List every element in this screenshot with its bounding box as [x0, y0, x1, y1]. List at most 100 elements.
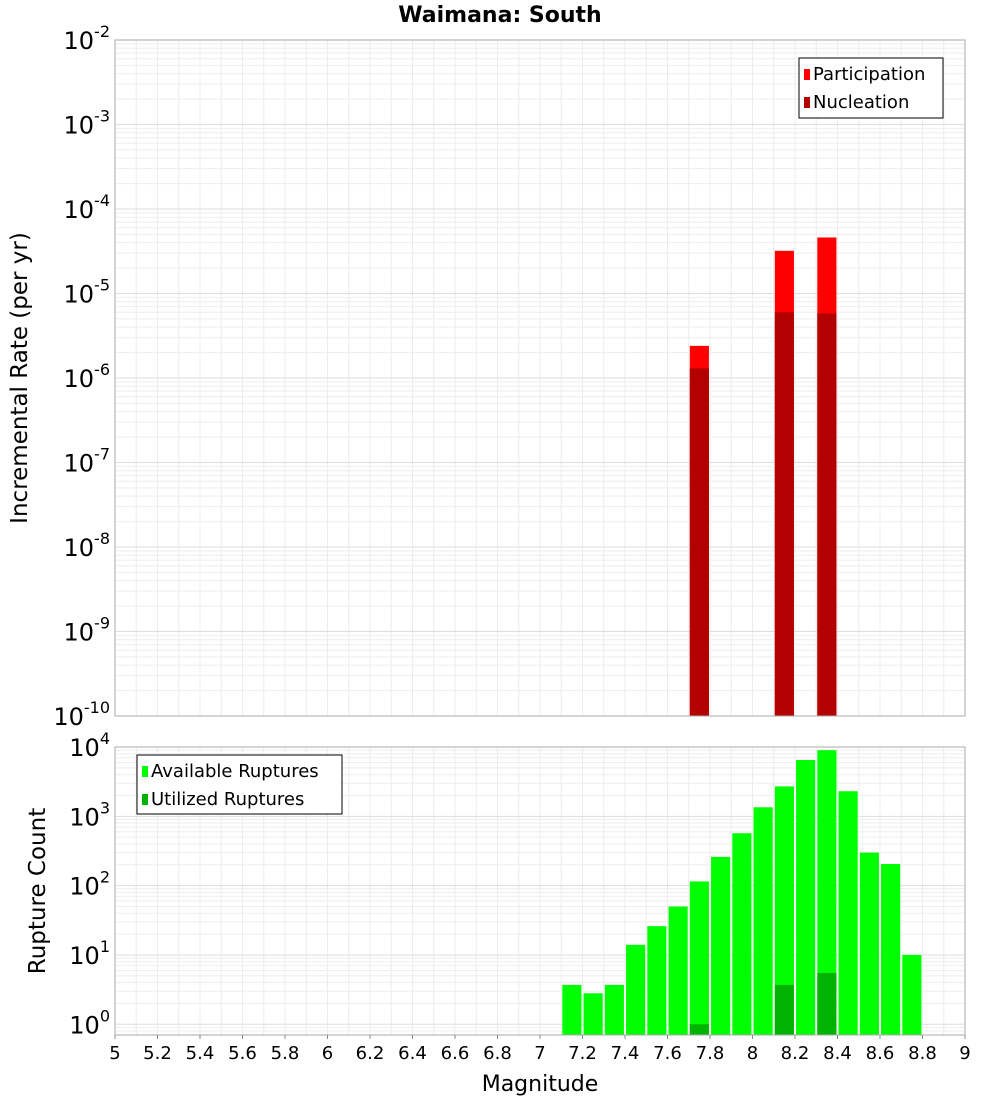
bar-available-ruptures	[583, 993, 603, 1035]
x-tick-label: 6.6	[441, 1043, 470, 1064]
x-tick-label: 8.2	[781, 1043, 810, 1064]
count-bars	[562, 750, 922, 1035]
y-tick-label: 10-10	[53, 698, 110, 731]
x-tick-label: 6.4	[398, 1043, 427, 1064]
bar-overlay-nucleation	[774, 312, 794, 716]
y-tick-exponent: -5	[94, 276, 110, 295]
legend-swatch	[804, 69, 810, 80]
bar-available-ruptures	[668, 906, 688, 1035]
bar-available-ruptures	[796, 759, 816, 1035]
legend-swatch	[142, 794, 148, 805]
y-tick-exponent: -7	[94, 445, 110, 464]
bar-overlay-utilized-ruptures	[817, 972, 837, 1035]
x-tick-label: 6	[322, 1043, 333, 1064]
rate-legend: Participation Nucleation	[798, 57, 944, 119]
x-tick-label: 9	[959, 1043, 970, 1064]
x-axis-label: Magnitude	[482, 1072, 599, 1097]
x-tick-label: 7.6	[653, 1043, 682, 1064]
x-tick-label: 7.8	[696, 1043, 725, 1064]
x-tick-label: 8.4	[823, 1043, 852, 1064]
y-tick-base: 10	[64, 112, 95, 140]
x-tick-label: 8.6	[866, 1043, 895, 1064]
bar-available-ruptures	[562, 984, 582, 1035]
y-tick-exponent: 1	[100, 937, 110, 956]
bar-available-ruptures	[859, 852, 879, 1035]
legend-box	[798, 57, 944, 119]
bar-available-ruptures	[626, 944, 646, 1035]
count-legend: Available Ruptures Utilized Ruptures	[136, 754, 343, 815]
x-tick-label: 8	[747, 1043, 758, 1064]
y-tick-base: 10	[64, 619, 95, 647]
x-tick-label: 7.4	[611, 1043, 640, 1064]
x-tick-label: 7.2	[568, 1043, 597, 1064]
bar-overlay-utilized-ruptures	[774, 984, 794, 1035]
bar-available-ruptures	[689, 881, 709, 1035]
bar-available-ruptures	[732, 833, 752, 1035]
y-tick-base: 10	[64, 196, 95, 224]
bar-available-ruptures	[604, 984, 624, 1035]
x-tick-label: 5	[109, 1043, 120, 1064]
legend-label: Utilized Ruptures	[151, 789, 304, 810]
y-tick-base: 10	[69, 734, 100, 762]
y-tick-label: 103	[69, 798, 110, 831]
y-tick-base: 10	[69, 942, 100, 970]
bar-overlay-nucleation	[689, 368, 709, 716]
y-tick-exponent: 2	[100, 868, 110, 887]
x-tick-label: 8.8	[908, 1043, 937, 1064]
y-tick-base: 10	[69, 803, 100, 831]
count-y-axis-label: Rupture Count	[25, 808, 51, 974]
x-tick-label: 5.6	[228, 1043, 257, 1064]
chart-title: Waimana: South	[398, 3, 601, 28]
y-tick-exponent: -3	[94, 107, 110, 126]
y-tick-exponent: -4	[94, 191, 110, 210]
y-tick-label: 10-2	[64, 22, 111, 55]
rate-plot-frame	[114, 39, 966, 717]
y-tick-base: 10	[69, 873, 100, 901]
y-tick-label: 10-6	[64, 360, 111, 393]
y-tick-label: 102	[69, 868, 110, 901]
bar-available-ruptures	[774, 786, 794, 1035]
rate-y-tick-labels: 10-210-310-410-510-610-710-810-910-10	[53, 22, 110, 731]
y-tick-label: 10-9	[64, 614, 111, 647]
y-tick-label: 101	[69, 937, 110, 970]
y-tick-base: 10	[53, 703, 84, 731]
bar-available-ruptures	[817, 750, 837, 1035]
bar-available-ruptures	[647, 926, 667, 1035]
y-tick-base: 10	[69, 1011, 100, 1039]
bar-available-ruptures	[902, 954, 922, 1035]
y-tick-exponent: -6	[94, 360, 110, 379]
y-tick-base: 10	[64, 281, 95, 309]
rate-y-axis-label: Incremental Rate (per yr)	[7, 232, 33, 524]
y-tick-label: 10-4	[64, 191, 111, 224]
y-tick-base: 10	[64, 27, 95, 55]
y-tick-base: 10	[64, 365, 95, 393]
legend-label: Available Ruptures	[151, 761, 319, 782]
y-tick-exponent: -8	[94, 529, 110, 548]
bar-overlay-utilized-ruptures	[689, 1024, 709, 1035]
bar-available-ruptures	[838, 791, 858, 1035]
legend-swatch	[804, 97, 810, 108]
y-tick-label: 104	[69, 729, 110, 762]
y-tick-exponent: 0	[100, 1006, 110, 1025]
x-tick-label: 6.2	[356, 1043, 385, 1064]
x-tick-label: 6.8	[483, 1043, 512, 1064]
legend-box	[136, 754, 343, 815]
x-tick-label: 7	[534, 1043, 545, 1064]
y-tick-label: 10-3	[64, 107, 111, 140]
y-tick-label: 10-5	[64, 276, 111, 309]
y-tick-exponent: -9	[94, 614, 110, 633]
y-tick-exponent: -10	[84, 698, 110, 717]
legend-label: Participation	[813, 64, 925, 85]
x-tick-label: 5.8	[271, 1043, 300, 1064]
y-tick-base: 10	[64, 450, 95, 478]
magnitude-x-tick-labels: 5 5.2 5.4 5.6 5.8 6 6.2 6.4 6.6 6.8 7 7.2 7.4 7.6 7.8 8…	[109, 1035, 971, 1064]
y-tick-exponent: 3	[100, 798, 110, 817]
y-tick-label: 10-7	[64, 445, 111, 478]
rate-panel: 10-210-310-410-510-610-710-810-910-10 In…	[7, 22, 966, 731]
y-tick-base: 10	[64, 534, 95, 562]
x-tick-label: 5.4	[186, 1043, 215, 1064]
